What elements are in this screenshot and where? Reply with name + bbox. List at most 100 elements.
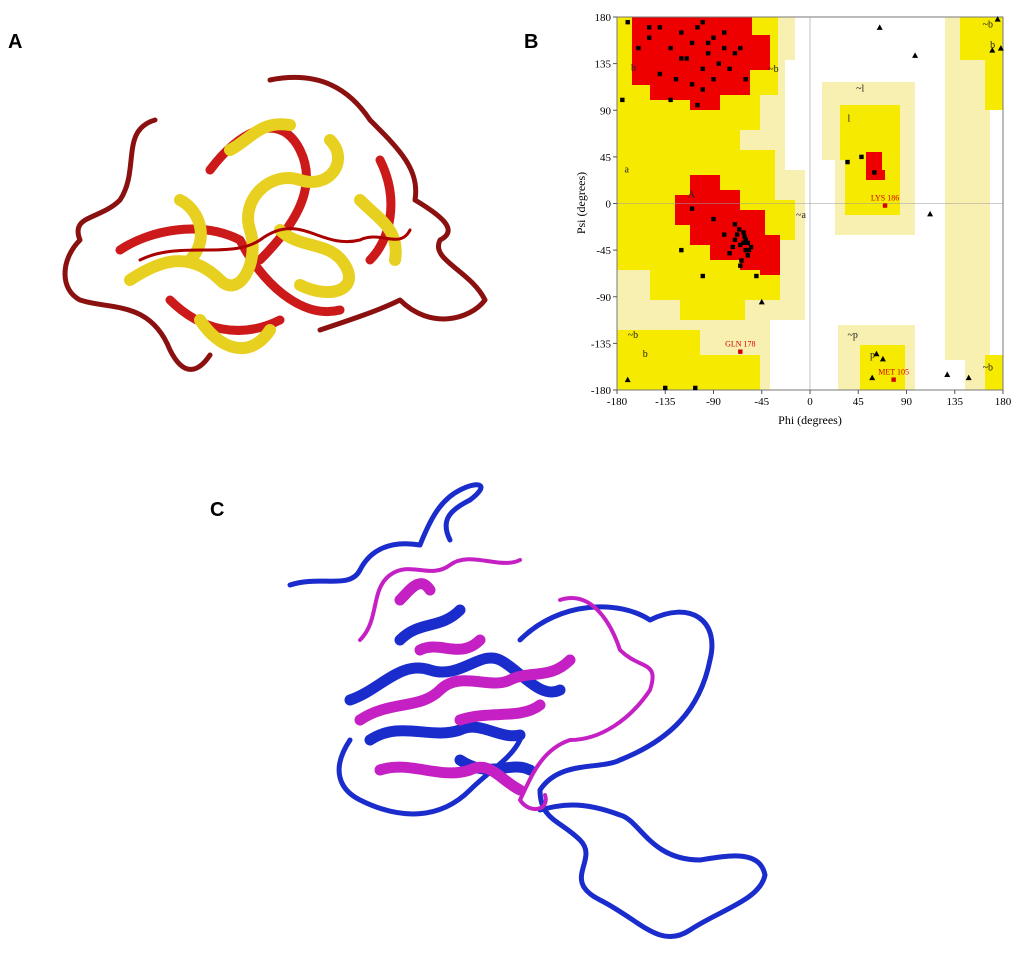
outlier-point	[891, 377, 896, 382]
residue-point	[646, 35, 652, 40]
region-label: ~b	[628, 330, 638, 341]
y-tick-label: 0	[606, 199, 612, 211]
region-label: l	[848, 114, 851, 125]
residue-point	[693, 385, 698, 391]
residue-point	[711, 76, 716, 82]
residue-point	[746, 247, 752, 253]
region-label: b	[643, 349, 648, 360]
residue-point	[722, 45, 727, 51]
residue-point	[620, 97, 625, 103]
residue-point	[636, 45, 641, 51]
residue-point	[700, 66, 705, 72]
residue-point	[684, 56, 689, 61]
residue-point	[743, 247, 748, 253]
x-tick-label: -135	[655, 396, 676, 408]
x-tick-label: -180	[607, 396, 628, 408]
outlier-label: GLN 178	[725, 340, 755, 349]
y-tick-label: -180	[591, 385, 612, 397]
region-label: b	[631, 63, 636, 74]
region-label: b	[990, 40, 995, 51]
residue-point	[722, 232, 727, 237]
residue-point	[734, 232, 740, 237]
panel-label: C	[210, 499, 224, 521]
y-tick-label: 180	[595, 12, 612, 24]
residue-point	[745, 240, 751, 246]
residue-point	[668, 45, 673, 51]
region-label: ~l	[856, 84, 864, 95]
glycine-point	[989, 47, 996, 53]
residue-point	[679, 247, 684, 253]
protein-structure-c	[287, 482, 768, 939]
y-tick-label: 90	[600, 105, 612, 117]
region-label: ~b	[983, 362, 993, 373]
residue-point	[732, 51, 738, 56]
glycine-point	[994, 16, 1001, 22]
x-tick-label: -45	[754, 396, 769, 408]
residue-point	[730, 244, 735, 250]
glycine-point	[879, 355, 886, 362]
glycine-point	[927, 210, 934, 217]
x-tick-label: 180	[995, 396, 1012, 408]
residue-point	[716, 61, 722, 66]
glycine-point	[912, 52, 919, 58]
residue-point	[742, 234, 747, 239]
residue-point	[741, 240, 746, 246]
y-tick-label: 135	[595, 59, 612, 71]
glycine-point	[944, 371, 951, 377]
x-tick-label: 0	[807, 396, 813, 408]
residue-point	[646, 25, 652, 30]
residue-point	[679, 56, 684, 61]
residue-point	[700, 273, 705, 279]
residue-point	[732, 237, 738, 242]
protein-structure-a	[62, 74, 488, 372]
glycine-point	[965, 374, 972, 381]
residue-point	[859, 154, 864, 160]
region-label: ~b	[768, 64, 778, 75]
region-label: ~a	[796, 210, 806, 221]
x-tick-label: 135	[947, 396, 964, 408]
residue-point	[741, 230, 746, 235]
outlier-point	[738, 349, 743, 354]
residue-point	[695, 25, 700, 30]
residue-point	[738, 45, 743, 51]
residue-point	[663, 385, 668, 391]
x-axis-title: Phi (degrees)	[778, 413, 842, 427]
residue-point	[657, 25, 663, 30]
residue-point	[739, 258, 744, 263]
x-tick-label: 45	[853, 396, 865, 408]
glycine-point	[758, 298, 765, 305]
residue-point	[673, 76, 679, 82]
residue-point	[668, 97, 673, 103]
residue-point	[754, 273, 759, 279]
glycine-point	[997, 45, 1004, 51]
residue-point	[625, 19, 630, 25]
residue-point	[700, 19, 705, 25]
residue-point	[711, 216, 716, 222]
outlier-label: LYS 186	[871, 194, 899, 203]
outlier-label: MET 105	[878, 368, 909, 377]
residue-point	[705, 51, 711, 56]
glycine-point	[624, 376, 631, 383]
region-label: p	[870, 350, 875, 361]
y-tick-label: -135	[591, 338, 612, 350]
ramachandran-plot: Phi (degrees) Psi (degrees) -180 -135 -90 -…	[574, 12, 1012, 427]
glycine-point	[869, 374, 876, 381]
residue-point	[705, 40, 711, 46]
residue-point	[745, 253, 751, 258]
residue-point	[738, 242, 743, 248]
y-tick-label: -90	[596, 292, 611, 304]
residue-point	[732, 222, 738, 227]
residue-point	[743, 76, 748, 82]
residue-point	[679, 30, 684, 35]
residue-point	[689, 82, 695, 87]
residue-point	[695, 102, 700, 108]
residue-point	[737, 227, 742, 232]
residue-point	[711, 35, 716, 40]
x-tick-label: 90	[901, 396, 913, 408]
y-tick-label: -45	[596, 245, 611, 257]
residue-point	[657, 71, 663, 77]
residue-point	[722, 30, 727, 35]
y-tick-label: 45	[600, 152, 612, 164]
residue-point	[689, 40, 695, 46]
